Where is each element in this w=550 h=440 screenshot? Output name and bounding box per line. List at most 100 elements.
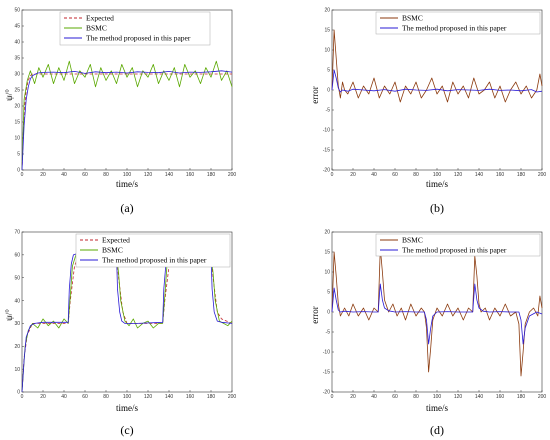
panel-b-xtick-label-8: 160 [496,172,505,178]
panel-b-legend-box [375,11,541,35]
panel-b-xtick-label-1: 20 [350,172,356,178]
panel-a-xtick-label-6: 120 [144,172,153,178]
panel-d-ytick-label-4: 0 [327,310,330,316]
panel-a-xtick-label-10: 200 [228,172,237,178]
panel-a-series-proposed-line [21,70,233,171]
legend-a-bsmc-label: BSMC [86,24,107,33]
panel-c: 0 20 40 60 80 100 120 140 160 180 200 0 10 20 30 40 50 60… [4,230,236,437]
panel-a-ytick-label-3: 15 [14,120,20,126]
panel-c-ylabel: ψ/° [4,309,14,321]
panel-c-ytick-label-0: 0 [17,390,20,396]
panel-d-ytick-label-7: 15 [324,250,330,256]
panel-a-ytick-label-4: 20 [14,104,20,110]
panel-b-label: (b) [430,201,444,215]
panel-c-xtick-label-0: 0 [21,394,24,400]
panel-a-xtick-label-1: 20 [40,172,46,178]
panel-a-series [21,60,233,171]
panel-c-xtick-label-6: 120 [144,394,153,400]
panel-b-xtick-label-3: 60 [392,172,398,178]
panel-a-ytick-label-5: 25 [14,88,20,94]
legend-b-proposed-label: The method proposed in this paper [402,24,507,33]
panel-d-ytick-label-5: 5 [327,290,330,296]
panel-a-xtick-label-4: 80 [103,172,109,178]
panel-a-xlabel: time/s [116,179,138,189]
panel-c-ytick-label-2: 20 [14,344,20,350]
panel-d-xtick-label-4: 80 [413,394,419,400]
panel-a-xtick-label-3: 60 [82,172,88,178]
panel-d-xtick-label-1: 20 [350,394,356,400]
panel-d-xlabel: time/s [426,403,448,413]
panel-d-xtick-label-5: 100 [433,394,442,400]
panel-c-xtick-label-2: 40 [61,394,67,400]
panel-d-ytick-label-3: -5 [326,330,331,336]
panel-a-ytick-label-0: 0 [17,168,20,174]
panel-b-xtick-label-5: 100 [433,172,442,178]
panel-c-xtick-label-9: 180 [207,394,216,400]
panel-b-xtick-label-9: 180 [517,172,526,178]
panel-b-xtick-label-2: 40 [371,172,377,178]
panel-a-ylabel: ψ/° [4,89,14,101]
panel-b-xlabel: time/s [426,179,448,189]
panel-b: 0 20 40 60 80 100 120 140 160 180 200 -20 -15 -10 -5 0 5… [310,8,546,215]
panel-c-legend: Expected BSMC The method proposed in thi… [75,233,231,268]
legend-d-bsmc-label: BSMC [402,236,423,245]
panel-d-xtick-label-6: 120 [454,394,463,400]
panel-b-series-bsmc-line [331,29,543,103]
panel-d-ytick-label-0: -20 [323,390,330,396]
panel-d: 0 20 40 60 80 100 120 140 160 180 200 -20 -15 -10 -5 0 5… [310,230,546,437]
panel-c-ytick-label-6: 60 [14,253,20,259]
panel-b-ytick-label-7: 15 [324,28,330,34]
panel-a-label: (a) [120,201,133,215]
panel-a: 0 20 40 60 80 100 120 140 160 180 200 0 5 10 15 20 25 30 3… [4,8,236,215]
panel-d-ytick-label-2: -10 [323,350,330,356]
legend-a-proposed-label: The method proposed in this paper [86,34,191,43]
panel-d-legend: BSMC The method proposed in this paper [375,233,541,257]
panel-c-xtick-label-10: 200 [228,394,237,400]
panel-a-xtick-label-2: 40 [61,172,67,178]
panel-a-xtick-label-7: 140 [165,172,174,178]
panel-c-ytick-label-1: 10 [14,367,20,373]
panel-d-legend-box [375,233,541,257]
panel-b-xtick-label-4: 80 [413,172,419,178]
panel-a-xtick-label-0: 0 [21,172,24,178]
panel-d-xtick-label-10: 200 [538,394,547,400]
panel-b-xtick-label-6: 120 [454,172,463,178]
panel-b-series [331,29,543,103]
panel-b-ytick-label-8: 20 [324,8,330,14]
panel-a-legend: Expected BSMC The method proposed in thi… [59,11,211,46]
panel-d-xtick-label-3: 60 [392,394,398,400]
legend-c-bsmc-label: BSMC [102,246,123,255]
panel-c-xtick-label-4: 80 [103,394,109,400]
panel-a-series-bsmc-line [21,60,233,171]
panel-b-ytick-label-4: 0 [327,88,330,94]
panel-a-ticks: 0 20 40 60 80 100 120 140 160 180 200 0 5 10 15 20 25 30 3… [14,8,236,178]
panel-b-series-proposed-line [331,69,543,93]
panel-b-ytick-label-6: 10 [324,48,330,54]
panel-a-xtick-label-5: 100 [123,172,132,178]
panel-c-xtick-label-8: 160 [186,394,195,400]
panel-a-ytick-label-2: 10 [14,136,20,142]
panel-a-series-expected-line [21,73,232,171]
panel-d-series [331,247,543,377]
panel-c-ytick-label-4: 40 [14,298,20,304]
panel-a-xtick-label-9: 180 [207,172,216,178]
panel-a-ytick-label-6: 30 [14,72,20,78]
panel-d-xtick-label-7: 140 [475,394,484,400]
panel-c-xtick-label-3: 60 [82,394,88,400]
panel-c-ytick-label-5: 50 [14,275,20,281]
panel-a-legend-box [59,11,211,46]
panel-d-ytick-label-8: 20 [324,230,330,236]
legend-d-proposed-label: The method proposed in this paper [402,246,507,255]
panel-a-ytick-label-10: 50 [14,8,20,14]
panel-c-xtick-label-7: 140 [165,394,174,400]
panel-a-ytick-label-9: 45 [14,24,20,30]
panel-c-xtick-label-5: 100 [123,394,132,400]
panel-b-ytick-label-5: 5 [327,68,330,74]
panel-b-ticks: 0 20 40 60 80 100 120 140 160 180 200 -20 -15 -10 -5 0 5… [323,8,547,178]
panel-d-ylabel: error [310,306,320,324]
panel-b-xtick-label-10: 200 [538,172,547,178]
panel-b-legend: BSMC The method proposed in this paper [375,11,541,35]
panel-a-ytick-label-1: 5 [17,152,20,158]
panel-b-ylabel: error [310,86,320,104]
